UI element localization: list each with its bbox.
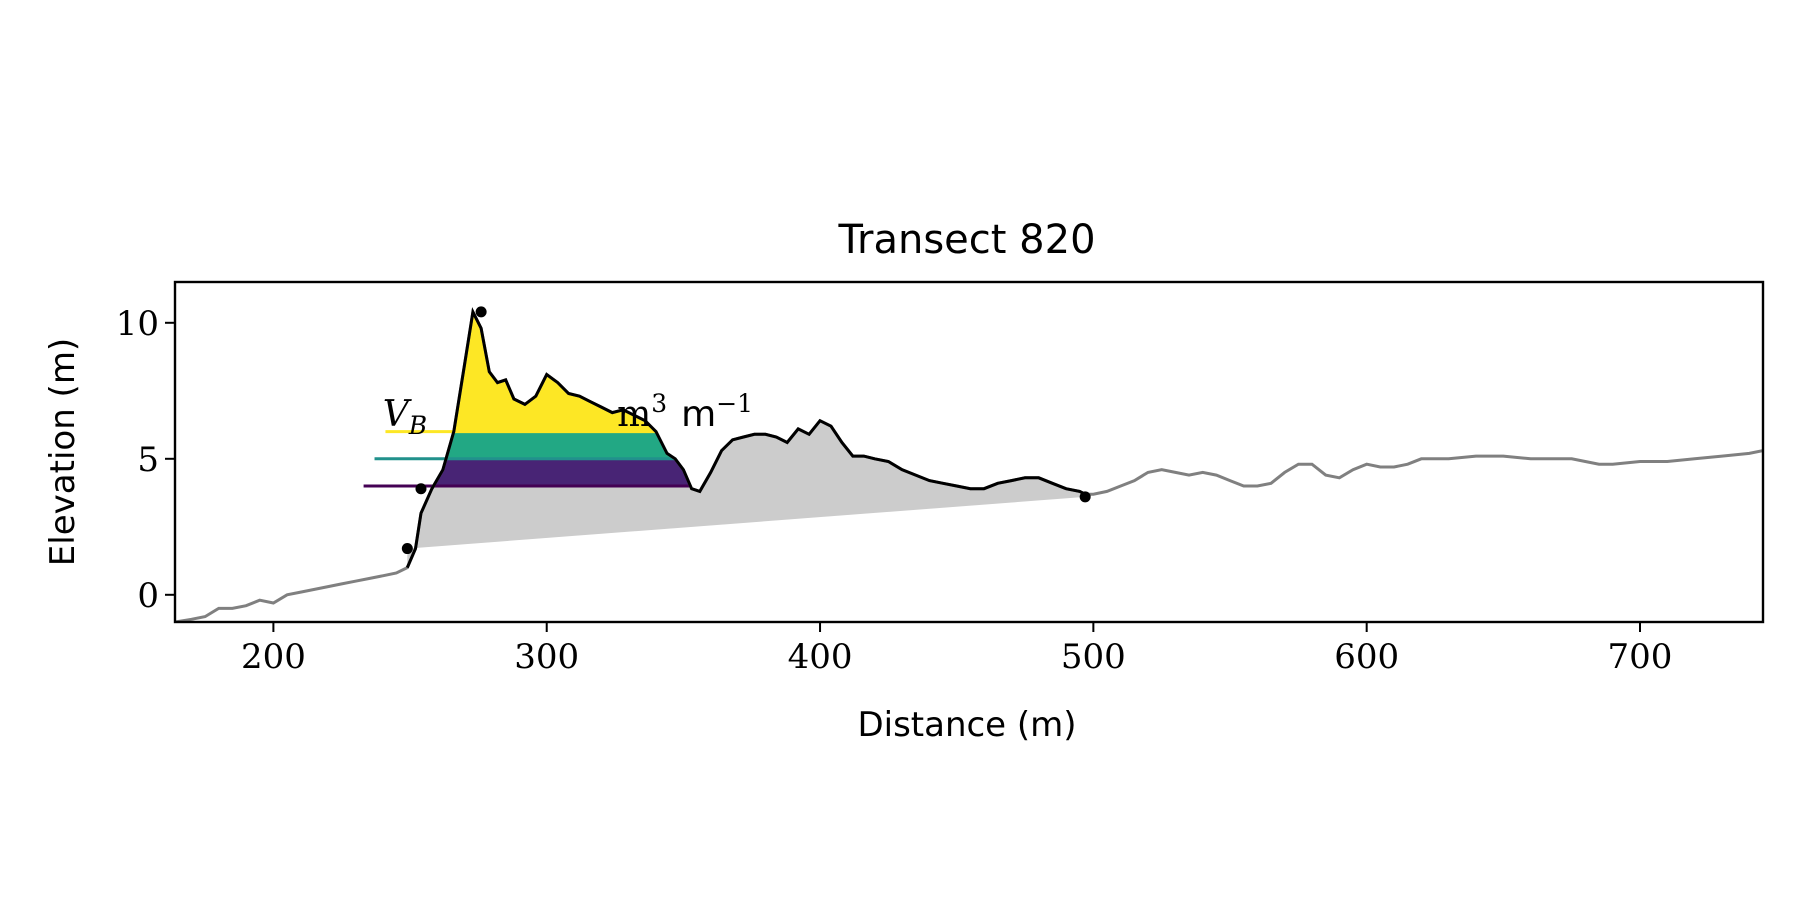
x-axis-ticks: 200 300 400 500 600 700 — [241, 622, 1673, 677]
annotation-superscript: 3 — [651, 389, 667, 418]
y-tick-label: 5 — [137, 440, 159, 480]
x-tick-label: 700 — [1608, 637, 1673, 677]
x-axis-label: Distance (m) — [857, 705, 1076, 745]
y-axis-ticks: 0 5 10 — [116, 304, 175, 616]
x-tick-label: 600 — [1334, 637, 1399, 677]
volume-annotation: VB m3 m−1 — [383, 389, 753, 440]
plot-area — [175, 306, 1763, 622]
x-tick-label: 300 — [514, 637, 579, 677]
key-point-1 — [401, 543, 413, 555]
x-tick-label: 200 — [241, 637, 306, 677]
chart-title: Transect 820 — [837, 217, 1095, 263]
dune-volume-fill — [407, 311, 1086, 568]
annotation-unit-suffix: m — [681, 394, 716, 435]
volume-annotation-text: VB m3 m−1 — [383, 389, 753, 440]
profile-line — [175, 307, 1763, 622]
dune-profile-line — [405, 307, 1086, 569]
key-point-2 — [415, 483, 427, 495]
key-point-4 — [1079, 491, 1091, 503]
y-tick-label: 10 — [116, 304, 159, 344]
y-tick-label: 0 — [137, 576, 159, 616]
volume-band-2 — [446, 431, 676, 459]
key-point-3 — [475, 306, 487, 318]
annotation-symbol: V — [383, 394, 413, 435]
annotation-unit-prefix: m — [617, 394, 651, 435]
axes-frame — [173, 280, 1765, 624]
annotation-subscript: B — [408, 411, 427, 440]
x-tick-label: 400 — [788, 637, 853, 677]
x-tick-label: 500 — [1061, 637, 1126, 677]
volume-band-1 — [433, 458, 691, 486]
volume-band-3 — [453, 311, 656, 432]
annotation-unit-exponent: −1 — [716, 389, 753, 418]
y-axis-label: Elevation (m) — [43, 338, 83, 566]
